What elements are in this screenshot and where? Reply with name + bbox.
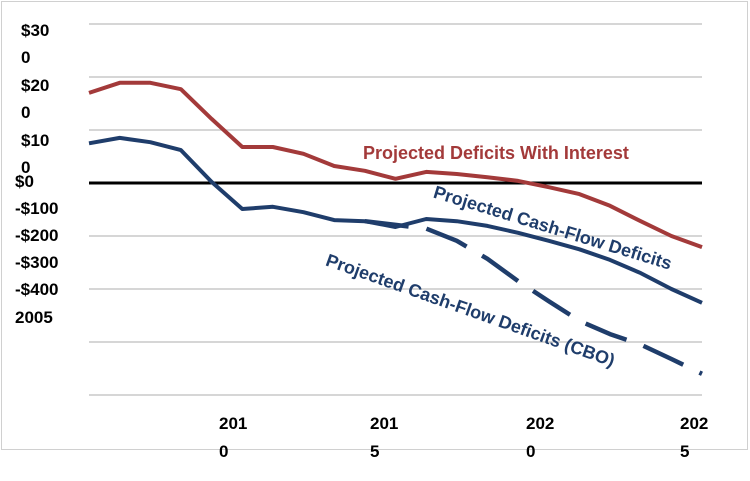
y-tick-label: -$300 bbox=[15, 253, 59, 272]
y-tick-label: -$400 bbox=[15, 280, 59, 299]
x-tick-label: 2015 bbox=[370, 414, 399, 461]
annotation-deficits-with-interest: Projected Deficits With Interest bbox=[363, 143, 629, 163]
y-tick-label: $20 0 bbox=[21, 76, 50, 122]
y-tick-label: $10 0 bbox=[21, 131, 50, 177]
y-tick-label: -$100 bbox=[15, 199, 59, 218]
series-line-2 bbox=[364, 218, 703, 376]
y-tick-label: $30 0 bbox=[21, 21, 50, 67]
chart-frame bbox=[1, 1, 748, 450]
x-tick-label: 2010 bbox=[219, 414, 248, 461]
y-tick-label: -$200 bbox=[15, 226, 59, 245]
x-tick-label: 2025 bbox=[680, 414, 709, 461]
series-line-0 bbox=[88, 80, 703, 249]
y-tick-label: 2005 bbox=[15, 308, 53, 327]
y-tick-label: $0 bbox=[15, 172, 34, 191]
x-tick-label: 2020 bbox=[526, 414, 555, 461]
